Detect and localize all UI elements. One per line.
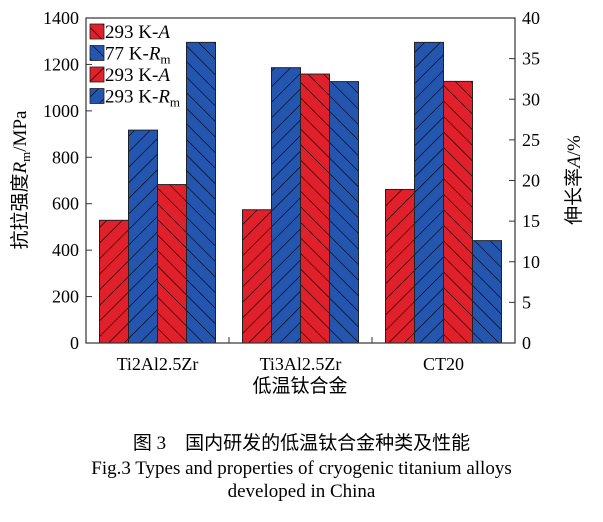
left-y-axis-label: 抗拉强度Rm/MPa <box>9 110 33 249</box>
bar <box>385 188 415 344</box>
caption-chinese: 图 3 国内研发的低温钛合金种类及性能 <box>132 433 471 454</box>
legend-item: 293 K-Rm <box>89 87 180 110</box>
x-tick-label: CT20 <box>423 354 464 374</box>
bar-hatch <box>472 240 502 344</box>
bars <box>99 41 502 344</box>
bar <box>443 80 473 344</box>
bar-hatch <box>128 129 158 344</box>
legend-item: 77 K-Rm <box>89 44 171 67</box>
x-axis-label: 低温钛合金 <box>252 375 347 397</box>
bar <box>128 129 158 344</box>
legend-label: 293 K-Rm <box>105 87 180 110</box>
bar-hatch <box>329 81 359 344</box>
bar-hatch <box>242 209 272 344</box>
bar <box>242 209 272 344</box>
left-y-tick-label: 800 <box>52 147 79 167</box>
left-y-tick-label: 1200 <box>43 54 79 74</box>
bar-chart: Ti2Al2.5Zr Ti3Al2.5Zr CT200200400600800100… <box>9 8 585 397</box>
left-y-tick-label: 200 <box>52 287 79 307</box>
legend-item: 293 K-A <box>89 65 170 86</box>
x-tick-label: Ti3Al2.5Zr <box>260 354 342 374</box>
bar <box>329 81 359 344</box>
legend-label: 293 K-A <box>105 22 170 43</box>
bar <box>300 73 330 344</box>
caption-english-line1: Fig.3 Types and properties of cryogenic … <box>91 458 512 479</box>
bar-hatch <box>300 73 330 344</box>
bar <box>271 67 301 344</box>
bar <box>186 41 216 344</box>
right-y-tick-label: 5 <box>522 292 531 312</box>
left-y-tick-label: 1000 <box>43 101 79 121</box>
left-y-tick-label: 1400 <box>43 8 79 28</box>
bar-hatch <box>157 184 187 344</box>
right-y-tick-label: 35 <box>522 49 540 69</box>
right-y-tick-label: 15 <box>522 211 540 231</box>
x-tick-label: Ti2Al2.5Zr <box>117 354 199 374</box>
bar <box>472 240 502 344</box>
left-y-tick-label: 0 <box>70 333 79 353</box>
left-y-tick-label: 600 <box>52 194 79 214</box>
right-y-tick-label: 30 <box>522 89 540 109</box>
bar-hatch <box>414 41 444 344</box>
left-y-tick-label: 400 <box>52 240 79 260</box>
bar-hatch <box>271 67 301 344</box>
legend-item: 293 K-A <box>89 22 170 43</box>
bar <box>99 219 129 344</box>
legend-label: 293 K-A <box>105 65 170 86</box>
bar-hatch <box>443 80 473 344</box>
bar <box>157 184 187 344</box>
bar-hatch <box>99 219 129 344</box>
legend-label: 77 K-Rm <box>105 44 171 67</box>
right-y-tick-label: 40 <box>522 8 540 28</box>
right-y-tick-label: 25 <box>522 130 540 150</box>
right-y-tick-label: 10 <box>522 252 540 272</box>
right-y-tick-label: 0 <box>522 333 531 353</box>
bar-hatch <box>186 41 216 344</box>
bar-hatch <box>385 188 415 344</box>
right-y-tick-label: 20 <box>522 171 540 191</box>
bar <box>414 41 444 344</box>
right-y-axis-label: 伸长率A/% <box>563 135 585 225</box>
caption-english-line2: developed in China <box>227 481 376 502</box>
